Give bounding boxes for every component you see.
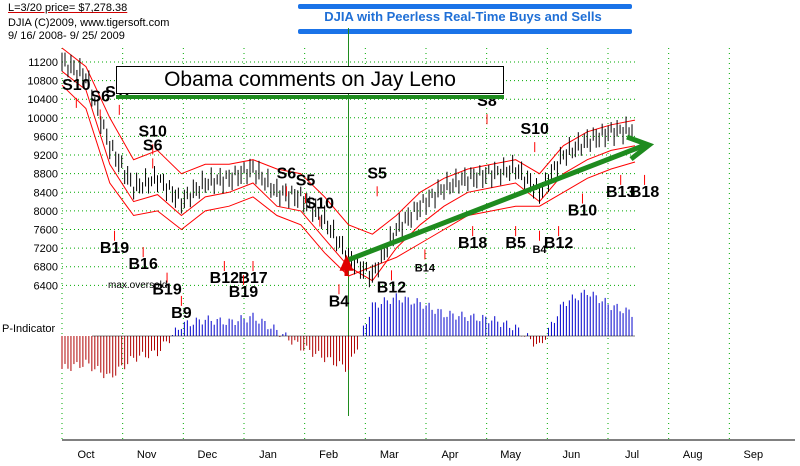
- signal-label: S5: [367, 165, 387, 182]
- signal-label: S10: [138, 123, 167, 140]
- signal-label: B18: [630, 184, 659, 201]
- signal-label: B12: [377, 279, 406, 296]
- y-tick-label: 6400: [34, 280, 58, 292]
- header-copyright-line: DJIA (C)2009, www.tigersoft.com: [8, 17, 170, 29]
- banner-bottom-bar: [298, 29, 632, 34]
- signal-label: B10: [568, 203, 597, 220]
- y-tick-label: 9200: [34, 150, 58, 162]
- signal-label: S10: [520, 121, 549, 138]
- signal-label: B13: [606, 184, 635, 201]
- y-tick-label: 8400: [34, 187, 58, 199]
- signal-label: B19: [100, 240, 129, 257]
- annotation-underline: [116, 95, 504, 99]
- signal-label: B16: [128, 256, 157, 273]
- oversold-note: max.oversold: [108, 280, 167, 291]
- y-tick-label: 10000: [27, 113, 58, 125]
- banner-top-bar: [298, 4, 632, 9]
- signal-label: B4: [532, 244, 547, 256]
- signal-label: S5: [296, 172, 316, 189]
- signal-label: B17: [238, 270, 267, 287]
- signal-label: B19: [152, 282, 181, 299]
- march-buy-arrow-head: [339, 254, 354, 271]
- signal-label: S10: [62, 77, 91, 94]
- y-tick-label: 8800: [34, 169, 58, 181]
- signal-label: S10: [306, 196, 335, 213]
- x-tick-label: Aug: [683, 449, 703, 461]
- x-tick-label: Nov: [137, 449, 157, 461]
- x-tick-label: Feb: [319, 449, 338, 461]
- annotation-box: Obama comments on Jay Leno: [116, 66, 504, 94]
- trend-arrow-line: [347, 142, 646, 263]
- y-tick-label: 7600: [34, 225, 58, 237]
- x-tick-label: Jan: [259, 449, 277, 461]
- signal-label: B19: [229, 284, 258, 301]
- p-indicator-label: P-Indicator: [2, 323, 56, 335]
- x-tick-label: Dec: [198, 449, 218, 461]
- x-tick-label: Oct: [77, 449, 94, 461]
- y-tick-label: 10400: [27, 94, 58, 106]
- x-tick-label: Jun: [562, 449, 580, 461]
- signal-label: S6: [90, 89, 110, 106]
- y-tick-label: 9600: [34, 131, 58, 143]
- signal-label: B14: [415, 262, 436, 274]
- header-price-line: L=3/20 price= $7,278.38: [8, 2, 128, 14]
- x-tick-label: Mar: [380, 449, 399, 461]
- upper-band-line: [61, 47, 636, 235]
- x-tick-label: Sep: [744, 449, 764, 461]
- x-tick-label: Jul: [625, 449, 639, 461]
- header-date-range: 9/ 16/ 2008- 9/ 25/ 2009: [8, 30, 125, 42]
- signal-label: B12: [544, 235, 573, 252]
- y-tick-label: 8000: [34, 206, 58, 218]
- banner-title: DJIA with Peerless Real-Time Buys and Se…: [324, 9, 602, 24]
- trend-arrow-head: [626, 134, 655, 162]
- y-tick-label: 11200: [28, 57, 58, 69]
- signal-label: B18: [458, 235, 487, 252]
- signal-label: B5: [505, 235, 526, 252]
- signal-label: S6: [143, 137, 163, 154]
- signal-label: B4: [329, 293, 350, 310]
- y-tick-label: 10800: [27, 76, 58, 88]
- y-tick-label: 7200: [34, 243, 58, 255]
- signal-label: B9: [171, 305, 192, 322]
- signal-label: B12: [210, 270, 239, 287]
- signal-label: S6: [277, 165, 297, 182]
- x-tick-label: Apr: [441, 449, 458, 461]
- x-tick-label: May: [500, 449, 521, 461]
- y-tick-label: 6800: [34, 262, 58, 274]
